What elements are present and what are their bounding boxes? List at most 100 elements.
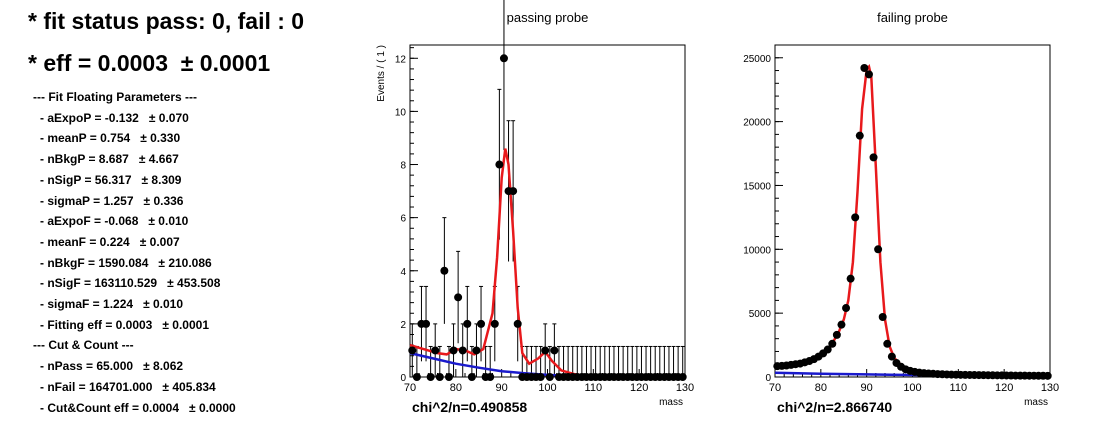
data-point: [874, 245, 883, 254]
data-point: [864, 70, 873, 79]
x-tick-label: 120: [995, 382, 1013, 394]
y-tick-label: 4: [400, 267, 406, 278]
param-value: - sigmaF = 1.224: [40, 297, 134, 311]
x-tick-label: 80: [450, 382, 462, 394]
chart-title: failing probe: [877, 10, 948, 25]
data-point: [846, 274, 855, 283]
data-point: [408, 346, 417, 355]
data-point: [678, 373, 687, 381]
data-point: [463, 319, 472, 328]
data-point: [426, 373, 435, 381]
param-line: - nSigF = 163110.529 ± 453.508: [40, 276, 220, 290]
data-point: [869, 153, 878, 162]
data-point: [842, 304, 851, 313]
data-point: [444, 373, 453, 381]
fit-summary-panel: * fit status pass: 0, fail : 0 * eff = 0…: [0, 0, 380, 422]
y-tick-label: 15000: [743, 181, 771, 192]
data-point: [431, 346, 440, 355]
data-point: [823, 345, 832, 354]
y-tick-label: 12: [395, 54, 407, 65]
param-error: ± 210.086: [158, 255, 212, 270]
param-value: - Cut&Count eff = 0.0004: [40, 400, 180, 415]
y-tick-label: 20000: [743, 118, 771, 129]
param-value: - Fitting eff = 0.0003: [40, 317, 153, 332]
y-tick-label: 10: [395, 107, 407, 118]
x-tick-label: 130: [676, 382, 694, 394]
param-value: - nBkgP = 8.687: [40, 152, 129, 167]
param-line: - nSigP = 56.317 ± 8.309: [40, 173, 181, 187]
x-tick-label: 90: [496, 382, 508, 394]
data-point: [550, 346, 559, 355]
param-line: - nBkgF = 1590.084 ± 210.086: [40, 256, 212, 270]
y-tick-label: 10000: [743, 245, 771, 256]
plot-frame: [409, 44, 686, 378]
x-tick-label: 120: [630, 382, 648, 394]
param-value: - aExpoP = -0.132: [40, 110, 139, 125]
param-line: - meanP = 0.754 ± 0.330: [40, 131, 180, 145]
y-axis-label: Events / ( 1 ): [376, 45, 387, 102]
data-point: [422, 319, 431, 328]
param-error: ± 0.010: [143, 297, 184, 311]
x-tick-label: 90: [861, 382, 873, 394]
data-point: [860, 63, 869, 72]
efficiency-line: * eff = 0.0003 ± 0.0001: [28, 50, 271, 76]
y-tick-label: 0: [765, 373, 771, 384]
param-error: ± 0.336: [143, 193, 184, 208]
data-point: [883, 339, 892, 348]
param-error: ± 0.0000: [189, 400, 236, 415]
data-point: [1043, 371, 1052, 380]
x-tick-label: 70: [404, 382, 416, 394]
passing-probe-chart: passing probe 70 80 90 100 110 120 130 0 2 4 6 8 10 12…: [376, 0, 694, 415]
param-error: ± 0.010: [148, 214, 189, 229]
param-line: - nFail = 164701.000 ± 405.834: [40, 380, 216, 394]
param-error: ± 405.834: [162, 379, 216, 394]
param-line: - Cut&Count eff = 0.0004 ± 0.0000: [40, 401, 236, 415]
param-error: ± 8.062: [143, 359, 184, 374]
data-point: [878, 312, 887, 321]
param-line: - sigmaP = 1.257 ± 0.336: [40, 194, 183, 208]
data-point: [412, 373, 421, 381]
y-tick-label: 25000: [743, 54, 771, 65]
data-point: [541, 346, 550, 355]
param-line: - sigmaF = 1.224 ± 0.010: [40, 297, 183, 311]
param-error: ± 0.0001: [162, 317, 209, 332]
data-point: [490, 319, 499, 328]
param-value: - nPass = 65.000: [40, 359, 134, 374]
param-value: - nSigP = 56.317: [40, 172, 132, 187]
data-point: [454, 293, 463, 302]
data-point: [495, 160, 504, 169]
x-tick-label: 70: [769, 382, 781, 394]
chart-title: passing probe: [507, 10, 589, 25]
y-tick-label: 2: [400, 320, 406, 331]
param-value: - meanP = 0.754: [40, 131, 131, 146]
data-point: [472, 346, 481, 355]
floating-params-header: --- Fit Floating Parameters ---: [33, 90, 198, 104]
param-line: - Fitting eff = 0.0003 ± 0.0001: [40, 318, 209, 332]
failing-probe-chart: failing probe 70 80 90 100 110 120 130 0 5000 1000…: [743, 10, 1059, 415]
data-point: [449, 346, 458, 355]
data-point: [536, 373, 545, 381]
y-tick-label: 5000: [749, 309, 772, 320]
param-value: - meanF = 0.224: [40, 234, 130, 249]
x-tick-label: 130: [1041, 382, 1059, 394]
data-point: [887, 352, 896, 361]
data-point: [486, 373, 495, 381]
param-line: - nPass = 65.000 ± 8.062: [40, 359, 183, 373]
x-tick-label: 100: [538, 382, 556, 394]
data-point: [851, 213, 860, 222]
data-point: [509, 187, 518, 196]
data-point: [499, 54, 508, 63]
data-point: [477, 319, 486, 328]
param-value: - nSigF = 163110.529: [40, 276, 158, 291]
data-point: [855, 131, 864, 140]
data-point: [467, 373, 476, 381]
x-tick-label: 110: [585, 382, 603, 394]
data-point: [440, 266, 449, 275]
x-tick-label: 110: [950, 382, 968, 394]
param-error: ± 0.330: [140, 131, 181, 146]
data-point: [458, 346, 467, 355]
param-line: - aExpoP = -0.132 ± 0.070: [40, 111, 189, 125]
data-point: [545, 373, 554, 381]
param-error: ± 8.309: [141, 172, 182, 187]
chi2-label: chi^2/n=0.490858: [412, 399, 527, 415]
